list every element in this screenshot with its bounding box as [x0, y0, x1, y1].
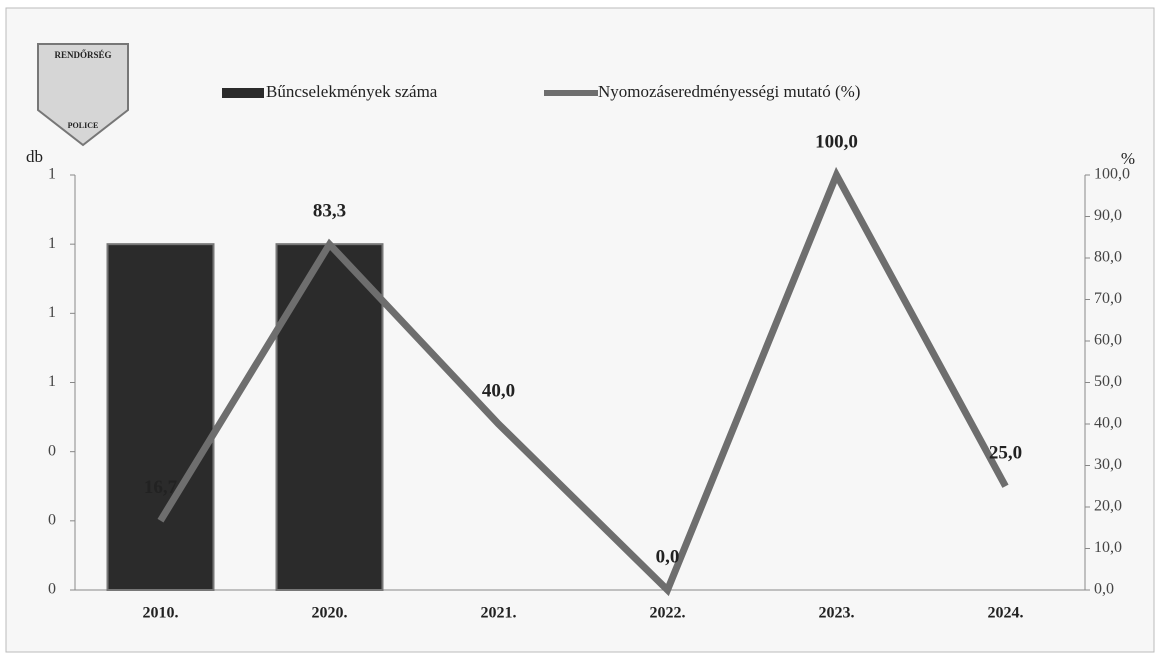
y2-tick-label: 30,0 — [1094, 456, 1122, 473]
y-tick-label: 1 — [48, 235, 56, 252]
y-axis-label: db — [26, 147, 43, 166]
y2-tick-label: 70,0 — [1094, 290, 1122, 307]
legend-label: Nyomozáseredményességi mutató (%) — [598, 82, 860, 101]
value-label: 83,3 — [313, 201, 346, 222]
x-tick-label: 2023. — [819, 605, 855, 622]
bar — [275, 243, 384, 592]
y-tick-label: 0 — [48, 581, 56, 598]
value-label: 0,0 — [656, 546, 680, 567]
line — [157, 166, 1009, 597]
y2-tick-label: 80,0 — [1094, 249, 1122, 266]
bar — [106, 243, 215, 592]
logo-shield — [37, 43, 129, 147]
x-tick-label: 2020. — [312, 605, 348, 622]
legend-label: Bűncselekmények száma — [266, 82, 438, 101]
y-tick-label: 1 — [48, 166, 56, 183]
x-tick-label: 2022. — [650, 605, 686, 622]
y2-tick-label: 0,0 — [1094, 581, 1114, 598]
x-tick-label: 2021. — [481, 605, 517, 622]
y2-tick-label: 20,0 — [1094, 498, 1122, 515]
y2-tick-label: 60,0 — [1094, 332, 1122, 349]
logo-bottom: POLICE — [68, 121, 99, 130]
y2-tick-label: 90,0 — [1094, 207, 1122, 224]
y2-tick-label: 40,0 — [1094, 415, 1122, 432]
logo: RENDŐRSÉG POLICE — [37, 43, 129, 147]
y2-tick-label: 50,0 — [1094, 373, 1122, 390]
value-label: 40,0 — [482, 380, 515, 401]
value-label: 25,0 — [989, 443, 1022, 464]
y-tick-label: 0 — [48, 442, 56, 459]
x-tick-label: 2024. — [988, 605, 1024, 622]
y2-tick-label: 100,0 — [1094, 166, 1130, 183]
y-tick-label: 1 — [48, 373, 56, 390]
value-label: 100,0 — [815, 131, 858, 152]
y2-tick-label: 10,0 — [1094, 539, 1122, 556]
y-tick-label: 1 — [48, 304, 56, 321]
value-label: 16,7 — [144, 477, 178, 498]
x-tick-label: 2010. — [143, 605, 179, 622]
legend-swatch — [222, 88, 264, 98]
logo-top: RENDŐRSÉG — [54, 50, 111, 60]
y2-axis-label: % — [1121, 149, 1135, 168]
y-tick-label: 0 — [48, 512, 56, 529]
